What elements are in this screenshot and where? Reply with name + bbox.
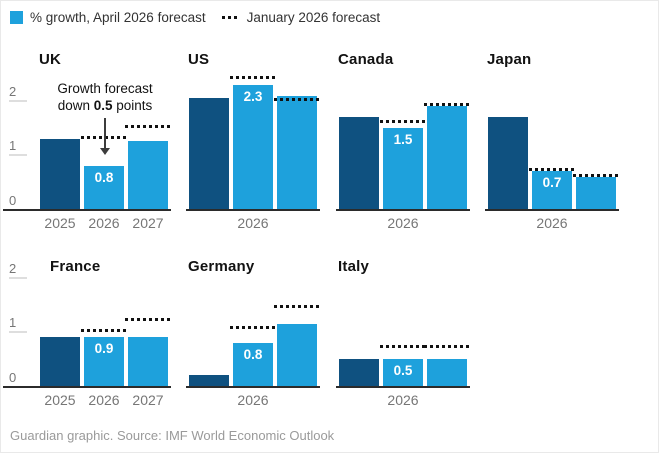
y-tick-label: 1	[9, 315, 17, 330]
x-axis-baseline	[186, 209, 320, 211]
bar-us-2026	[233, 85, 273, 209]
bar-uk-2026	[84, 166, 124, 209]
x-tick-label-japan-2026: 2026	[536, 215, 568, 231]
x-tick-label-germany-2026: 2026	[237, 392, 269, 408]
source-credit: Guardian graphic. Source: IMF World Econ…	[10, 428, 335, 443]
january-dotted-line-japan-2026	[529, 168, 575, 171]
x-tick-label-italy-2026: 2026	[387, 392, 419, 408]
y-tick-line	[9, 100, 27, 102]
january-dotted-line-germany-2026	[230, 326, 276, 329]
january-dotted-line-us-2027	[274, 98, 320, 101]
x-axis-baseline	[336, 386, 470, 388]
bar-canada-2027	[427, 106, 467, 209]
x-axis-baseline	[336, 209, 470, 211]
annotation-arrow-head-icon	[100, 148, 110, 155]
x-tick-label-us-2026: 2026	[237, 215, 269, 231]
january-dotted-line-us-2026	[230, 76, 276, 79]
bar-germany-2025	[189, 375, 229, 386]
x-tick-label-uk-2025: 2025	[44, 215, 76, 231]
y-tick-label: 0	[9, 193, 17, 208]
x-tick-label-france-2025: 2025	[44, 392, 76, 408]
y-tick-label: 1	[9, 138, 17, 153]
bar-japan-2027	[576, 177, 616, 209]
bar-value-label-japan: 0.7	[542, 175, 562, 190]
january-dotted-line-germany-2027	[274, 305, 320, 308]
x-axis-baseline	[186, 386, 320, 388]
bar-japan-2025	[488, 117, 528, 209]
y-tick-label: 0	[9, 370, 17, 385]
legend: % growth, April 2026 forecast January 20…	[10, 10, 380, 25]
panel-title-canada: Canada	[338, 51, 394, 68]
bar-us-2027	[277, 96, 317, 209]
bar-us-2025	[189, 98, 229, 209]
bar-value-label-us: 2.3	[243, 89, 263, 104]
january-dotted-line-france-2027	[125, 318, 171, 321]
y-tick-line	[9, 154, 27, 156]
bar-france-2027	[128, 337, 168, 386]
y-tick-label: 2	[9, 261, 17, 276]
panel-title-germany: Germany	[188, 258, 255, 275]
panel-title-japan: Japan	[487, 51, 532, 68]
bar-canada-2025	[339, 117, 379, 209]
january-dotted-line-italy-2027	[424, 345, 470, 348]
x-axis-baseline	[485, 209, 619, 211]
january-dotted-line-uk-2027	[125, 125, 171, 128]
bar-uk-2027	[128, 141, 168, 209]
january-dotted-line-france-2026	[81, 329, 127, 332]
bar-italy-2026	[383, 359, 423, 386]
y-tick-label: 2	[9, 84, 17, 99]
bar-canada-2026	[383, 128, 423, 209]
y-tick-line	[9, 277, 27, 279]
x-tick-label-uk-2027: 2027	[132, 215, 164, 231]
bar-value-label-france: 0.9	[94, 341, 114, 356]
legend-label-april: % growth, April 2026 forecast	[30, 10, 206, 25]
bar-germany-2026	[233, 343, 273, 386]
bar-value-label-germany: 0.8	[243, 347, 263, 362]
panel-title-uk: UK	[39, 51, 62, 68]
legend-label-january: January 2026 forecast	[246, 10, 381, 25]
annotation-text: Growth forecast down 0.5 points	[57, 81, 153, 113]
y-tick-line	[9, 331, 27, 333]
january-dotted-line-japan-2027	[573, 174, 619, 177]
bar-germany-2027	[277, 324, 317, 386]
panel-title-us: US	[188, 51, 210, 68]
x-tick-label-france-2026: 2026	[88, 392, 120, 408]
panel-title-france: France	[50, 258, 101, 275]
annotation-arrow-line	[104, 118, 106, 149]
bar-france-2026	[84, 337, 124, 386]
x-tick-label-uk-2026: 2026	[88, 215, 120, 231]
bar-france-2025	[40, 337, 80, 386]
january-forecast-dots-icon	[221, 16, 239, 19]
bar-italy-2027	[427, 359, 467, 386]
january-dotted-line-italy-2026	[380, 345, 426, 348]
bar-italy-2025	[339, 359, 379, 386]
april-forecast-swatch-icon	[10, 11, 23, 24]
x-axis-baseline	[3, 386, 171, 388]
x-tick-label-canada-2026: 2026	[387, 215, 419, 231]
panel-title-italy: Italy	[338, 258, 370, 275]
bar-uk-2025	[40, 139, 80, 209]
bar-value-label-canada: 1.5	[393, 132, 413, 147]
x-axis-baseline	[3, 209, 171, 211]
x-tick-label-france-2027: 2027	[132, 392, 164, 408]
bar-value-label-italy: 0.5	[393, 363, 413, 378]
bar-value-label-uk: 0.8	[94, 170, 114, 185]
january-dotted-line-canada-2026	[380, 120, 426, 123]
bar-japan-2026	[532, 171, 572, 209]
january-dotted-line-canada-2027	[424, 103, 470, 106]
